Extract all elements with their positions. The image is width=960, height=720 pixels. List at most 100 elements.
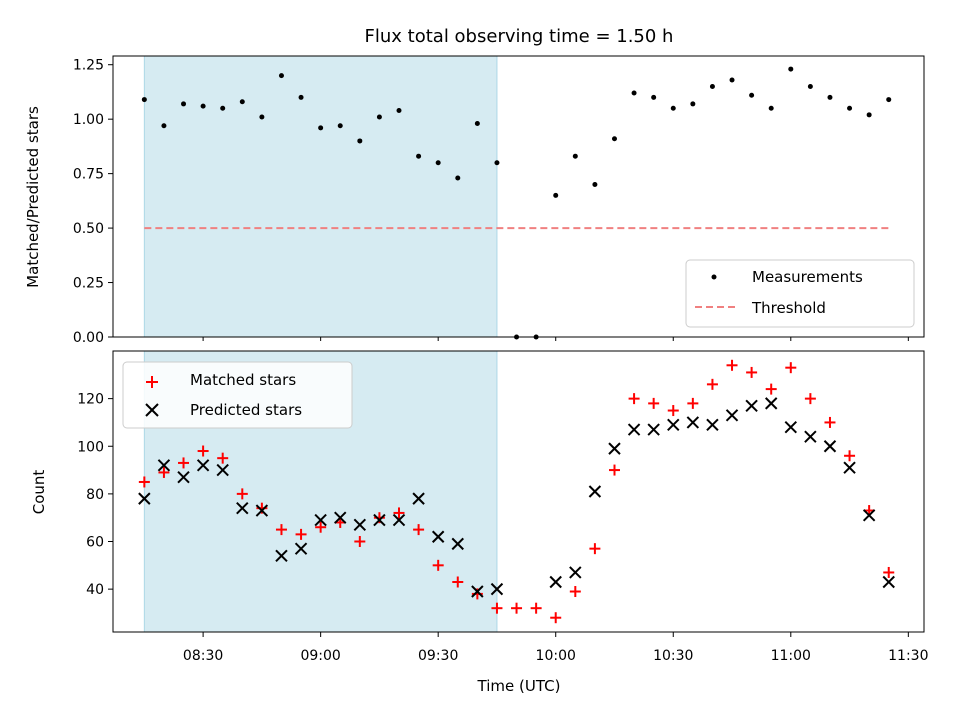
predicted-point: [745, 399, 758, 412]
measurement-point: [847, 105, 853, 111]
measurement-point: [357, 138, 363, 144]
legend: Measurements Threshold: [685, 259, 915, 328]
predicted-point: [490, 582, 504, 596]
predicted-point: [334, 511, 347, 524]
measurement-point: [396, 107, 402, 113]
matched-point: [648, 397, 660, 409]
matched-point: [354, 536, 366, 548]
measurement-point: [592, 182, 598, 188]
measurement-point: [709, 83, 715, 89]
matched-point: [452, 576, 464, 588]
y-tick-label: 40: [86, 582, 104, 598]
matched-point: [530, 602, 542, 614]
measurement-point: [435, 160, 441, 166]
predicted-point: [294, 542, 308, 555]
legend-measurements-label: Measurements: [752, 268, 863, 286]
predicted-point: [157, 459, 171, 472]
x-tick-label: 10:30: [653, 648, 693, 664]
y-tick-label: 0.50: [73, 221, 104, 237]
measurement-point: [768, 105, 774, 111]
matched-point: [393, 507, 405, 519]
predicted-point: [236, 501, 249, 515]
x-axis-label: Time (UTC): [477, 677, 561, 695]
predicted-point: [353, 518, 367, 532]
measurement-point: [298, 94, 304, 100]
measurement-point: [161, 123, 167, 129]
matched-point: [315, 521, 327, 533]
legend-box: [122, 361, 353, 429]
measurement-point: [572, 153, 578, 159]
legend-box: [685, 259, 915, 328]
measurement-point: [611, 136, 617, 142]
predicted-point: [823, 440, 837, 453]
y-axis-ticks: 40 60 80 100 120: [77, 392, 113, 598]
legend-predicted-marker: [145, 403, 159, 417]
measurement-point: [416, 153, 422, 159]
measurement-point: [866, 112, 872, 118]
matched-point: [824, 416, 836, 428]
x-tick-label: 09:30: [418, 648, 458, 664]
legend-matched-marker: [146, 376, 158, 388]
measurement-point: [474, 121, 480, 127]
predicted-point: [314, 513, 327, 527]
predicted-point: [569, 566, 582, 579]
plot-frame: [112, 55, 925, 338]
predicted-point: [784, 420, 797, 434]
predicted-point: [431, 530, 445, 543]
y-tick-label: 60: [86, 535, 104, 551]
y-tick-label: 100: [77, 439, 104, 455]
matched-point: [138, 476, 150, 488]
y-axis-label: Matched/Predicted stars: [24, 106, 42, 288]
matched-point: [158, 466, 170, 478]
predicted-point: [588, 485, 602, 498]
predicted-point: [216, 463, 229, 477]
matched-point: [687, 397, 699, 409]
legend-threshold-label: Threshold: [751, 299, 826, 317]
predicted-point: [804, 430, 817, 443]
measurement-point: [200, 103, 206, 109]
matched-point: [178, 457, 190, 469]
legend-measurements-marker: [711, 274, 717, 280]
measurement-point: [690, 101, 696, 107]
y-tick-label: 80: [86, 487, 104, 503]
matched-point: [746, 366, 758, 378]
measurement-point: [220, 105, 226, 111]
predicted-point: [392, 513, 406, 527]
measurement-point: [788, 66, 794, 72]
matched-point: [550, 612, 562, 624]
predicted-point: [275, 549, 288, 563]
predicted-point: [706, 418, 719, 432]
matched-point: [511, 602, 523, 614]
predicted-point: [196, 459, 210, 472]
measurement-point: [827, 94, 833, 100]
x-tick-label: 09:00: [300, 648, 340, 664]
y-axis-label: Count: [30, 470, 48, 515]
x-axis-ticks: 08:30 09:00 09:30 10:00 10:30 11:00 11:30: [183, 632, 929, 664]
matched-point: [667, 405, 679, 417]
matched-point: [726, 359, 738, 371]
measurement-point: [141, 97, 147, 103]
counts-panel: 40 60 80 100 120 08:30 09:00 09:30 10:00 10:30 11…: [30, 350, 929, 695]
measurement-point: [553, 192, 559, 198]
predicted-point: [177, 471, 190, 484]
legend-matched-label: Matched stars: [190, 371, 296, 389]
matched-point: [197, 445, 209, 457]
y-tick-label: 0.00: [73, 330, 104, 346]
matched-point: [217, 452, 229, 464]
predicted-point: [451, 537, 464, 551]
matched-point: [608, 464, 620, 476]
x-tick-label: 11:30: [888, 648, 928, 664]
plot-frame: [112, 350, 925, 633]
predicted-point: [725, 409, 739, 422]
predicted-stars-series: [138, 397, 895, 598]
measurement-point: [631, 90, 637, 96]
x-axis-ticks: [202, 337, 909, 341]
matched-point: [765, 383, 777, 395]
matched-point: [236, 488, 248, 500]
predicted-point: [686, 416, 700, 429]
y-tick-label: 1.25: [73, 58, 104, 74]
predicted-point: [549, 575, 562, 589]
matched-point: [844, 450, 856, 462]
y-axis-ticks: 0.00 0.25 0.50 0.75 1.00 1.25: [73, 58, 113, 346]
predicted-point: [862, 509, 876, 522]
